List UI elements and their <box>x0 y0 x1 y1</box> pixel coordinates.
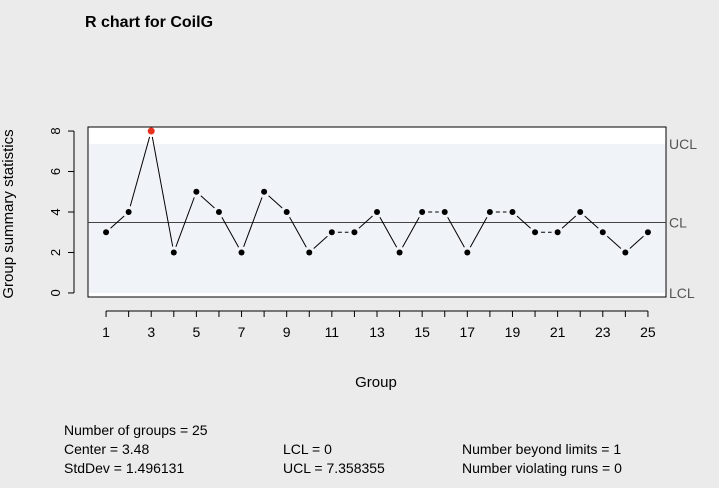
data-point <box>351 229 358 236</box>
data-line-segment <box>129 136 151 207</box>
data-line-segment <box>110 215 125 229</box>
stat-stddev: StdDev = 1.496131 <box>64 460 185 476</box>
data-line-segment <box>402 216 420 248</box>
stat-ucl: UCL = 7.358355 <box>283 460 385 476</box>
data-line-segment <box>289 216 307 248</box>
x-tick-label: 21 <box>550 324 566 340</box>
y-tick-label: 4 <box>48 208 63 215</box>
data-point <box>328 229 335 236</box>
x-tick-label: 3 <box>147 324 155 340</box>
x-tick-label: 1 <box>102 324 110 340</box>
data-line-segment <box>151 136 174 247</box>
ucl-label: UCL <box>669 136 697 152</box>
data-point <box>193 188 200 195</box>
x-axis-label: Group <box>355 374 397 391</box>
data-line-group <box>110 136 644 249</box>
data-line-segment <box>313 235 328 249</box>
data-point <box>554 229 561 236</box>
data-point <box>486 209 493 215</box>
y-tick-label: 6 <box>48 168 63 175</box>
data-point <box>103 229 110 236</box>
data-line-segment <box>516 215 531 229</box>
data-point <box>532 229 539 236</box>
data-point <box>622 249 629 256</box>
data-point <box>283 209 290 215</box>
data-line-segment <box>469 216 488 248</box>
data-point <box>170 249 177 256</box>
x-tick-label: 17 <box>460 324 476 340</box>
stat-number-violating-runs: Number violating runs = 0 <box>462 460 622 476</box>
x-tick-label: 13 <box>369 324 385 340</box>
data-line-segment <box>629 235 644 249</box>
control-limits-region <box>89 144 665 293</box>
lcl-label: LCL <box>669 285 695 301</box>
y-axis: 0 2 4 6 8 <box>48 127 75 297</box>
data-point <box>464 249 471 256</box>
data-line-segment <box>358 215 373 229</box>
data-line-segment <box>175 197 195 248</box>
data-point <box>306 249 313 256</box>
y-axis-label: Group summary statistics <box>0 129 17 298</box>
x-tick-label: 7 <box>238 324 246 340</box>
x-tick-label: 11 <box>325 324 340 340</box>
data-line-segment <box>606 235 622 249</box>
data-line-segment <box>268 195 283 209</box>
data-point-beyond-limit <box>147 127 155 135</box>
data-point <box>599 229 606 236</box>
data-point <box>396 249 403 256</box>
x-axis: 1 3 5 7 9 11 13 15 17 19 21 23 25 <box>102 310 656 340</box>
stat-lcl: LCL = 0 <box>283 441 332 457</box>
data-point <box>238 249 245 256</box>
y-tick-label: 8 <box>48 127 63 134</box>
stat-number-beyond-limits: Number beyond limits = 1 <box>462 441 622 457</box>
data-point <box>509 209 516 215</box>
x-tick-label: 5 <box>192 324 200 340</box>
data-line-segment <box>200 195 215 209</box>
data-line-segment <box>221 216 240 248</box>
cl-label: CL <box>669 215 687 231</box>
y-tick-label: 2 <box>48 249 63 256</box>
data-line-segment <box>447 216 465 248</box>
y-tick-label: 0 <box>48 289 63 296</box>
data-point <box>644 229 651 236</box>
stat-center: Center = 3.48 <box>64 441 150 457</box>
x-tick-label: 19 <box>505 324 521 340</box>
data-point <box>374 209 380 215</box>
data-point <box>577 209 584 215</box>
data-point <box>215 209 222 215</box>
data-point <box>261 188 268 195</box>
data-line-segment <box>243 197 263 248</box>
x-tick-label: 15 <box>414 324 430 340</box>
data-line-segment <box>561 215 577 229</box>
data-point <box>419 209 426 215</box>
stat-number-of-groups: Number of groups = 25 <box>64 422 208 438</box>
x-tick-label: 9 <box>283 324 291 340</box>
data-line-segment <box>379 216 398 248</box>
data-point <box>125 209 132 215</box>
data-point <box>441 209 448 215</box>
chart-title: R chart for CoilG <box>85 14 213 31</box>
data-line-segment <box>584 215 599 229</box>
data-points-group <box>103 127 651 256</box>
x-tick-label: 23 <box>595 324 611 340</box>
x-tick-label: 25 <box>640 324 656 340</box>
